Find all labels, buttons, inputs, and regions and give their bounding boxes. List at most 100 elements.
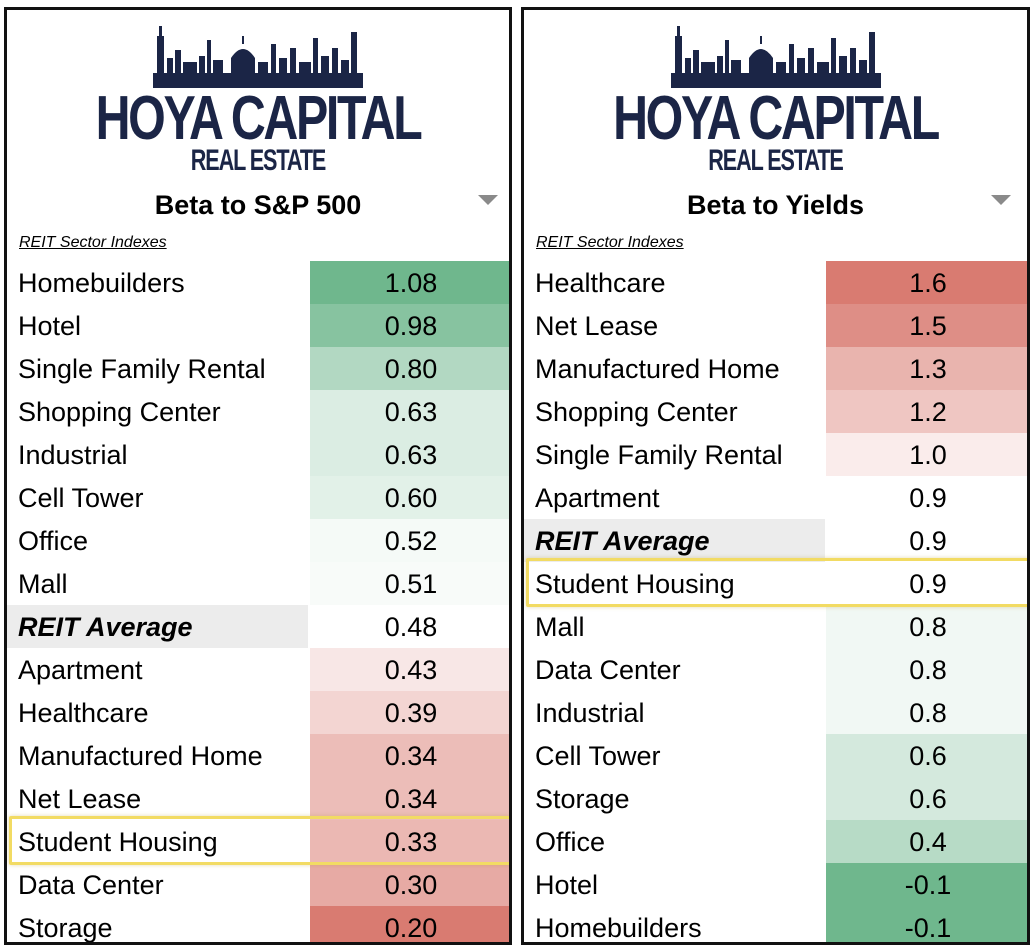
- beta-value-cell: 0.9: [826, 562, 1027, 605]
- table-row: Hotel 0.98: [7, 304, 509, 347]
- sector-label: Shopping Center: [535, 397, 738, 427]
- beta-value-cell: 0.63: [310, 390, 509, 433]
- beta-value-cell: 0.30: [310, 863, 509, 906]
- sector-label: Homebuilders: [535, 913, 702, 943]
- table-row: REIT Average 0.48: [7, 605, 509, 648]
- sector-label: Storage: [18, 913, 113, 943]
- table-row: Single Family Rental 1.0: [524, 433, 1027, 476]
- table-row: Student Housing 0.9: [524, 562, 1027, 605]
- sector-label: Mall: [18, 569, 68, 599]
- beta-value-cell: -0.1: [826, 906, 1027, 942]
- beta-value-cell: 0.6: [826, 734, 1027, 777]
- table-row: Office 0.52: [7, 519, 509, 562]
- sector-label: Cell Tower: [18, 483, 144, 513]
- beta-value-cell: 0.48: [310, 605, 509, 648]
- table-rows: Healthcare 1.6 Net Lease 1.5 Manufactured Ho…: [524, 261, 1027, 943]
- sector-label: Apartment: [535, 483, 660, 513]
- table-row: Industrial 0.63: [7, 433, 509, 476]
- sector-label: Shopping Center: [18, 397, 221, 427]
- sector-label: Office: [535, 827, 606, 857]
- table-row: Cell Tower 0.6: [524, 734, 1027, 777]
- beta-value-cell: 0.9: [826, 519, 1027, 562]
- sector-label: Healthcare: [535, 268, 666, 298]
- table-row: Manufactured Home 0.34: [7, 734, 509, 777]
- sector-label: Hotel: [535, 870, 599, 900]
- sector-label: Manufactured Home: [535, 354, 780, 384]
- sector-label: Office: [18, 526, 89, 556]
- sector-label: Single Family Rental: [535, 440, 783, 470]
- sector-label: Industrial: [535, 698, 645, 728]
- sector-label: Net Lease: [535, 311, 659, 341]
- beta-value-cell: 0.8: [826, 648, 1027, 691]
- skyline-icon: [153, 26, 363, 88]
- beta-value-cell: 0.9: [826, 476, 1027, 519]
- beta-value-cell: 0.43: [310, 648, 509, 691]
- table-row: Storage 0.6: [524, 777, 1027, 820]
- beta-value-cell: 1.6: [826, 261, 1027, 304]
- chart-subtitle: REIT Sector Indexes: [536, 234, 684, 251]
- table-row: Healthcare 1.6: [524, 261, 1027, 304]
- table-row: Mall 0.8: [524, 605, 1027, 648]
- sector-label: Student Housing: [535, 569, 735, 599]
- beta-value-cell: 0.33: [310, 820, 509, 863]
- sector-label: Manufactured Home: [18, 741, 263, 771]
- sector-label: Industrial: [18, 440, 128, 470]
- beta-value-cell: 0.60: [310, 476, 509, 519]
- sector-label: Mall: [535, 612, 585, 642]
- table-row: REIT Average 0.9: [524, 519, 1027, 562]
- table-row: Data Center 0.30: [7, 863, 509, 906]
- table-row: Net Lease 0.34: [7, 777, 509, 820]
- sector-label: Hotel: [18, 311, 82, 341]
- beta-sp500-panel: HOYA CAPITAL REAL ESTATE Beta to S&P 500…: [4, 7, 512, 945]
- sector-label: Homebuilders: [18, 268, 185, 298]
- beta-value-cell: 0.63: [310, 433, 509, 476]
- sector-label: Apartment: [18, 655, 143, 685]
- beta-yields-panel: HOYA CAPITAL REAL ESTATE Beta to Yields …: [521, 7, 1030, 945]
- beta-value-cell: -0.1: [826, 863, 1027, 906]
- dropdown-arrow-icon[interactable]: [991, 195, 1011, 205]
- table-row: Storage 0.20: [7, 906, 509, 943]
- table-row: Homebuilders 1.08: [7, 261, 509, 304]
- beta-value-cell: 0.6: [826, 777, 1027, 820]
- hoya-capital-logo: HOYA CAPITAL REAL ESTATE: [524, 18, 1027, 183]
- beta-value-cell: 0.80: [310, 347, 509, 390]
- dropdown-arrow-icon[interactable]: [478, 195, 498, 205]
- table-row: Data Center 0.8: [524, 648, 1027, 691]
- logo-name: HOYA CAPITAL: [613, 84, 940, 153]
- skyline-icon: [670, 26, 881, 88]
- beta-value-cell: 0.20: [310, 906, 509, 942]
- sector-label: Data Center: [18, 870, 164, 900]
- beta-value-cell: 1.3: [826, 347, 1027, 390]
- table-row: Apartment 0.43: [7, 648, 509, 691]
- table-row: Mall 0.51: [7, 562, 509, 605]
- table-row: Manufactured Home 1.3: [524, 347, 1027, 390]
- beta-value-cell: 0.52: [310, 519, 509, 562]
- logo-subtitle: REAL ESTATE: [190, 144, 327, 177]
- sector-label: Cell Tower: [535, 741, 661, 771]
- sector-label: Net Lease: [18, 784, 142, 814]
- chart-title: Beta to S&P 500: [154, 190, 362, 220]
- table-row: Student Housing 0.33: [7, 820, 509, 863]
- table-row: Office 0.4: [524, 820, 1027, 863]
- table-row: Cell Tower 0.60: [7, 476, 509, 519]
- table-row: Shopping Center 0.63: [7, 390, 509, 433]
- table-row: Single Family Rental 0.80: [7, 347, 509, 390]
- sector-label: Single Family Rental: [18, 354, 266, 384]
- table-row: Industrial 0.8: [524, 691, 1027, 734]
- beta-value-cell: 0.98: [310, 304, 509, 347]
- beta-value-cell: 1.0: [826, 433, 1027, 476]
- sector-label: REIT Average: [7, 605, 308, 648]
- sector-label: Student Housing: [18, 827, 218, 857]
- table-row: Shopping Center 1.2: [524, 390, 1027, 433]
- logo-name: HOYA CAPITAL: [95, 84, 423, 153]
- chart-title: Beta to Yields: [686, 190, 865, 220]
- table-row: Apartment 0.9: [524, 476, 1027, 519]
- beta-value-cell: 0.8: [826, 691, 1027, 734]
- beta-value-cell: 1.08: [310, 261, 509, 304]
- beta-value-cell: 1.2: [826, 390, 1027, 433]
- table-rows: Homebuilders 1.08 Hotel 0.98 Single Family R…: [7, 261, 509, 943]
- beta-value-cell: 0.8: [826, 605, 1027, 648]
- beta-value-cell: 0.39: [310, 691, 509, 734]
- sector-label: Data Center: [535, 655, 681, 685]
- table-row: Homebuilders -0.1: [524, 906, 1027, 943]
